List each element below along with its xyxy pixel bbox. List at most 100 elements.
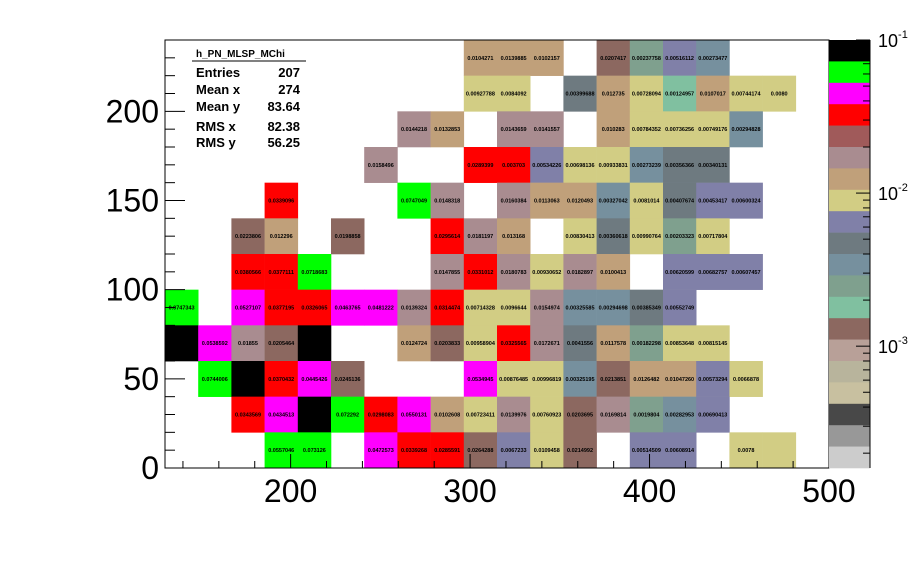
heatmap-cell <box>231 218 265 255</box>
heatmap-cell <box>729 75 763 112</box>
heatmap-cell <box>530 432 564 469</box>
heatmap-cell <box>463 396 498 433</box>
palette-swatch <box>829 403 870 426</box>
heatmap-cell <box>331 218 365 255</box>
heatmap-cell <box>331 289 365 326</box>
heatmap-cell <box>463 432 498 469</box>
cell-value-label: 0.0081014 <box>633 199 660 205</box>
heatmap-cell <box>297 325 332 362</box>
palette-swatch <box>829 168 870 191</box>
heatmap-cell <box>563 361 597 397</box>
cell-value-label: 0.0160384 <box>501 199 528 205</box>
heatmap-cell <box>530 361 564 397</box>
heatmap-cell <box>463 289 498 326</box>
heatmap-cell <box>430 111 465 148</box>
heatmap-cell <box>596 147 631 183</box>
heatmap-cell <box>463 75 498 112</box>
palette-swatch <box>829 382 870 405</box>
cell-value-label: 0.00698136 <box>565 163 594 169</box>
heatmap-cell <box>563 396 597 433</box>
heatmap-cell <box>629 182 664 219</box>
heatmap-cell <box>729 361 763 397</box>
heatmap-cell <box>463 40 498 76</box>
heatmap-cell <box>364 147 398 183</box>
cell-value-label: 0.00607457 <box>731 270 760 276</box>
cell-value-label: 0.0343569 <box>235 413 261 419</box>
stats-label-entries: Entries <box>196 65 240 80</box>
heatmap-cell <box>463 361 498 397</box>
heatmap-cell <box>663 218 697 255</box>
heatmap-cell <box>596 325 631 362</box>
heatmap-cell <box>530 182 564 219</box>
cell-value-label: 0.0481222 <box>368 306 394 312</box>
heatmap-cell <box>198 325 232 362</box>
cell-value-label: 0.0203833 <box>434 341 460 347</box>
cell-value-label: 0.0104271 <box>467 56 493 62</box>
heatmap-cell <box>563 218 597 255</box>
cell-value-label: 0.00325195 <box>565 377 594 383</box>
cell-value-label: 0.0182897 <box>567 270 593 276</box>
cell-value-label: 0.0534945 <box>467 377 493 383</box>
stats-label-mean-x: Mean x <box>196 82 241 97</box>
heatmap-cell <box>497 289 531 326</box>
cell-value-label: 0.00385349 <box>632 306 661 312</box>
palette-swatch <box>829 147 870 169</box>
cell-value-label: 0.0180783 <box>501 270 527 276</box>
palette-swatch <box>829 211 870 233</box>
cell-value-label: 0.0124724 <box>401 341 428 347</box>
heatmap-cell <box>696 147 730 183</box>
cell-value-label: 0.00237758 <box>632 56 661 62</box>
cell-value-label: 0.0377111 <box>268 270 293 276</box>
heatmap-cell <box>596 254 631 290</box>
heatmap-cell <box>264 432 299 469</box>
heatmap-cell <box>596 40 631 76</box>
heatmap-cell <box>397 432 431 469</box>
cell-value-label: 0.0078 <box>738 448 755 454</box>
cell-value-label: 0.0041556 <box>567 341 593 347</box>
heatmap-cell <box>663 361 697 397</box>
heatmap-cell <box>629 289 664 326</box>
heatmap-cell <box>530 325 564 362</box>
cell-value-label: 0.0019804 <box>633 413 660 419</box>
heatmap-cell <box>629 396 664 433</box>
cell-value-label: 0.0285591 <box>434 448 460 454</box>
cell-value-label: 0.0080 <box>771 92 788 98</box>
cell-value-label: 0.00399688 <box>565 92 594 98</box>
heatmap-cell <box>596 182 631 219</box>
heatmap-cell <box>530 40 564 76</box>
palette-swatch <box>829 275 870 298</box>
heatmap-cell <box>297 254 332 290</box>
cell-value-label: 0.00325585 <box>565 306 594 312</box>
cell-value-label: 0.00273477 <box>698 56 727 62</box>
cell-value-label: 0.013168 <box>502 234 525 240</box>
heatmap-cell <box>198 361 232 397</box>
heatmap-cell <box>762 75 797 112</box>
cell-value-label: 0.0084092 <box>501 92 527 98</box>
cell-value-label: 0.0141557 <box>534 127 560 133</box>
cell-value-label: 0.00723411 <box>466 413 495 419</box>
cell-value-label: 0.00728094 <box>632 92 662 98</box>
x-tick-label: 500 <box>802 473 855 509</box>
heatmap-cell <box>297 432 332 469</box>
cell-value-label: 0.00749176 <box>698 127 727 133</box>
stats-value-rms-x: 82.38 <box>267 119 300 134</box>
stats-title: h_PN_MLSP_MChi <box>196 49 285 60</box>
heatmap-cell <box>696 218 730 255</box>
heatmap-cell <box>663 325 697 362</box>
heatmap-cell <box>364 289 398 326</box>
cell-value-label: 0.0527107 <box>235 306 261 312</box>
heatmap-cell <box>497 432 531 469</box>
cell-value-label: 0.0718683 <box>301 270 327 276</box>
cell-value-label: 0.00853648 <box>665 341 694 347</box>
cell-value-label: 0.00182298 <box>632 341 661 347</box>
heatmap-cell <box>364 432 398 469</box>
heatmap-cell <box>397 182 431 219</box>
cell-value-label: 0.0214992 <box>567 448 593 454</box>
cell-value-label: 0.003703 <box>502 163 525 169</box>
heatmap-cell <box>430 218 465 255</box>
palette-swatch <box>829 296 870 319</box>
cell-value-label: 0.00682757 <box>698 270 727 276</box>
heatmap-cell <box>530 289 564 326</box>
heatmap-cell <box>264 218 299 255</box>
